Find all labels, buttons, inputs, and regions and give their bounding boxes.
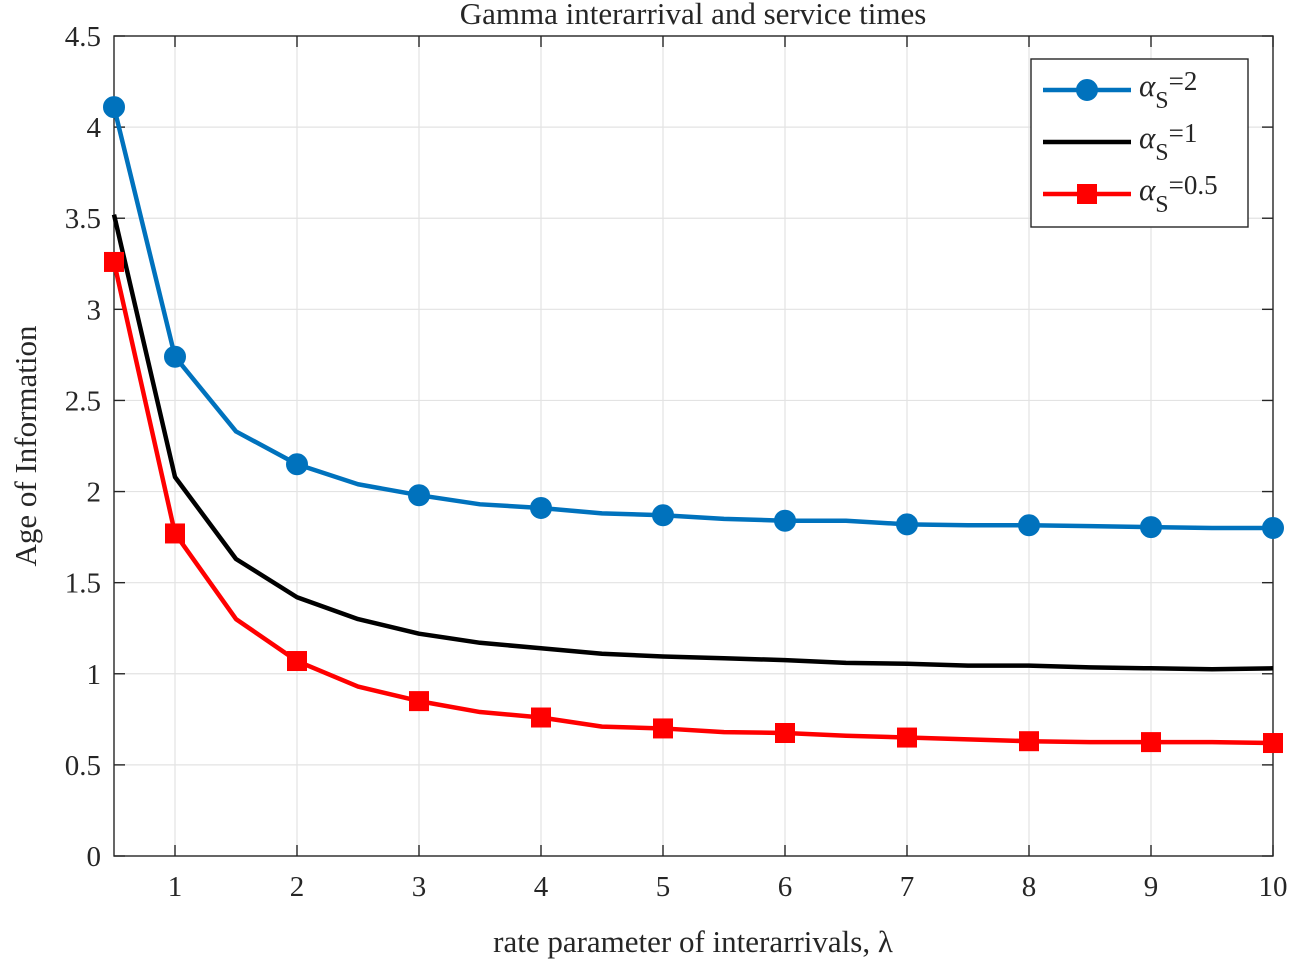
x-tick-label: 8	[1022, 871, 1037, 903]
series-marker	[165, 523, 185, 544]
legend-entry: αS=2	[1043, 66, 1197, 114]
legend-label: αS=2	[1139, 66, 1197, 114]
series-marker	[1141, 732, 1161, 753]
x-tick-label: 4	[534, 871, 549, 903]
legend-entry: αS=0.5	[1043, 170, 1218, 218]
x-tick-label: 1	[168, 871, 183, 903]
series-0	[103, 96, 1284, 539]
series-layer	[103, 96, 1284, 754]
legend-label: αS=1	[1139, 118, 1197, 166]
y-tick-label: 0	[87, 841, 102, 873]
series-marker	[653, 718, 673, 739]
series-marker	[1019, 731, 1039, 752]
y-tick-label: 4	[87, 112, 102, 144]
series-marker	[530, 496, 552, 519]
legend-entry: αS=1	[1043, 118, 1197, 166]
x-tick-label: 3	[412, 871, 427, 903]
y-tick-label: 4.5	[65, 21, 101, 53]
x-tick-label: 6	[778, 871, 793, 903]
series-marker	[1262, 517, 1284, 539]
x-tick-label: 10	[1259, 871, 1288, 903]
x-tick-label: 9	[1144, 871, 1159, 903]
x-tick-label: 5	[656, 871, 671, 903]
series-marker	[287, 651, 307, 672]
series-marker	[408, 484, 430, 507]
series-marker	[531, 707, 551, 728]
x-tick-label: 2	[290, 871, 305, 903]
y-tick-label: 3.5	[65, 203, 101, 235]
series-marker	[286, 453, 308, 476]
series-marker	[103, 96, 125, 119]
series-marker	[1263, 733, 1283, 754]
legend-swatch-marker	[1076, 79, 1098, 101]
y-tick-label: 2.5	[65, 385, 101, 417]
series-marker	[896, 513, 918, 536]
series-marker	[652, 504, 674, 527]
series-marker	[1018, 514, 1040, 537]
series-marker	[897, 727, 917, 748]
x-axis-label: rate parameter of interarrivals, λ	[493, 924, 893, 959]
y-tick-label: 0.5	[65, 750, 101, 782]
series-line	[111, 261, 1274, 746]
chart-title: Gamma interarrival and service times	[460, 0, 927, 31]
series-marker	[775, 723, 795, 743]
y-tick-label: 1.5	[65, 568, 101, 600]
series-marker	[1140, 516, 1162, 539]
series-2	[104, 251, 1283, 754]
series-marker	[104, 251, 124, 272]
axes	[113, 35, 1274, 857]
legend-swatch-marker	[1077, 184, 1097, 204]
legend-label: αS=0.5	[1139, 170, 1218, 218]
x-tick-label: 7	[900, 871, 915, 903]
y-tick-label: 3	[87, 294, 102, 326]
series-line	[111, 214, 1274, 672]
legend: αS=2αS=1αS=0.5	[1030, 58, 1249, 228]
tick-labels: 1 2 3 4 5 6 7 8 9 10 0 0.5 1 1.5 2 2.5 3 3.5 4 4.5	[65, 21, 1288, 903]
series-1	[111, 214, 1274, 672]
y-tick-label: 2	[87, 477, 102, 509]
series-marker	[409, 691, 429, 712]
series-marker	[774, 509, 796, 532]
plot-frame	[113, 35, 1274, 857]
y-axis-label: Age of Information	[8, 325, 43, 567]
series-marker	[164, 345, 186, 368]
y-tick-label: 1	[87, 659, 102, 691]
